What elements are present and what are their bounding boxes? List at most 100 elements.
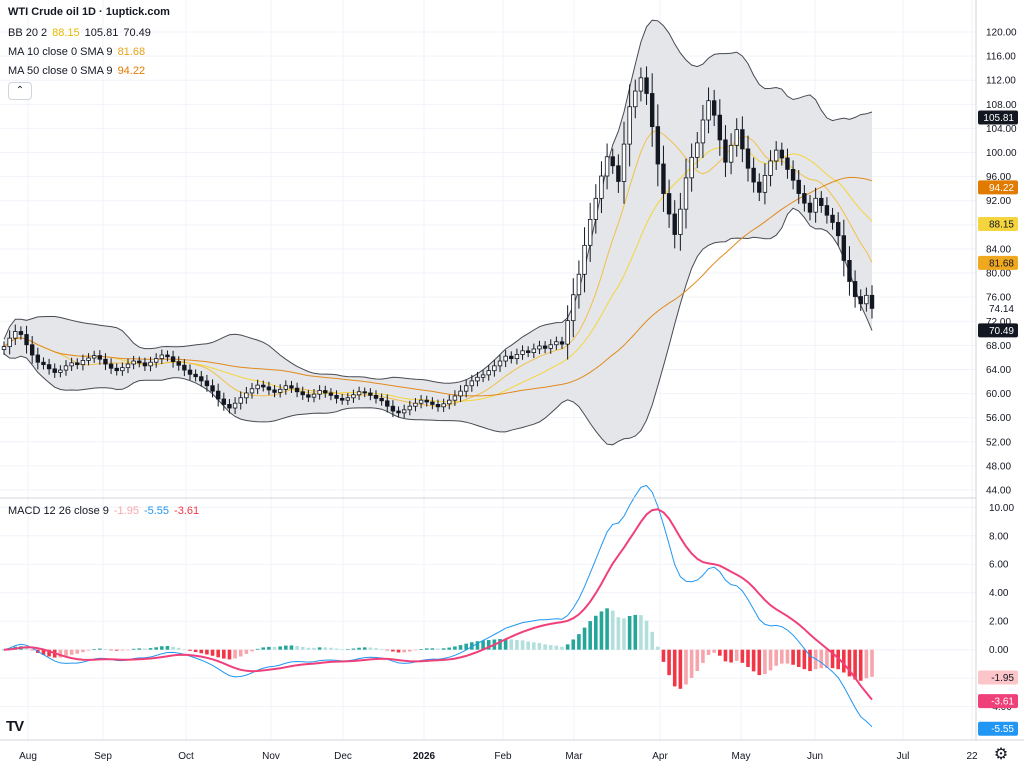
candle[interactable]: [486, 364, 491, 381]
candle[interactable]: [63, 360, 69, 376]
candle[interactable]: [435, 399, 441, 412]
candle[interactable]: [317, 385, 322, 400]
candle[interactable]: [452, 390, 458, 406]
candle[interactable]: [339, 393, 345, 405]
candle[interactable]: [649, 73, 655, 147]
candle[interactable]: [616, 154, 621, 193]
candle[interactable]: [35, 347, 41, 370]
candle[interactable]: [627, 84, 632, 167]
candle[interactable]: [356, 386, 362, 400]
candle[interactable]: [187, 364, 193, 381]
candle[interactable]: [723, 125, 728, 177]
candle[interactable]: [232, 397, 238, 415]
candle[interactable]: [475, 371, 480, 387]
candle[interactable]: [734, 118, 739, 157]
candle[interactable]: [351, 389, 356, 403]
candle[interactable]: [830, 207, 835, 230]
candle[interactable]: [204, 374, 210, 392]
candle[interactable]: [666, 179, 672, 228]
candle[interactable]: [633, 79, 638, 119]
candle[interactable]: [165, 350, 170, 362]
candle[interactable]: [334, 390, 339, 404]
candle[interactable]: [215, 383, 221, 407]
candle[interactable]: [514, 348, 520, 365]
candle[interactable]: [159, 349, 165, 365]
candle[interactable]: [751, 157, 756, 193]
candle[interactable]: [13, 324, 18, 346]
candle[interactable]: [762, 163, 768, 205]
candle[interactable]: [492, 359, 497, 377]
candle[interactable]: [29, 336, 35, 364]
candle[interactable]: [255, 379, 260, 395]
macd-legend[interactable]: MACD 12 26 close 9 -1.95 -5.55 -3.61: [8, 505, 199, 517]
candle[interactable]: [368, 388, 373, 401]
candle[interactable]: [69, 357, 74, 371]
candle[interactable]: [604, 143, 610, 190]
candle[interactable]: [249, 383, 255, 399]
candle[interactable]: [689, 143, 694, 192]
candle[interactable]: [266, 381, 272, 396]
candle[interactable]: [745, 135, 751, 182]
ma50-legend[interactable]: MA 50 close 0 SMA 9 94.22: [8, 65, 145, 77]
candle[interactable]: [779, 142, 785, 166]
time-axis[interactable]: Aug Sep Oct Nov Dec 2026 Feb Mar Apr May Jun Jul 22: [19, 751, 978, 762]
candle[interactable]: [695, 132, 700, 169]
candle[interactable]: [91, 350, 97, 363]
candle[interactable]: [193, 369, 198, 382]
candle[interactable]: [678, 192, 683, 251]
candle[interactable]: [638, 67, 644, 102]
candle[interactable]: [802, 185, 807, 212]
candle[interactable]: [424, 395, 429, 407]
candle[interactable]: [103, 353, 108, 371]
candle[interactable]: [683, 158, 689, 229]
candle[interactable]: [706, 87, 711, 134]
candle[interactable]: [537, 340, 542, 355]
candle[interactable]: [740, 116, 745, 163]
candle[interactable]: [858, 289, 863, 312]
candle[interactable]: [711, 89, 717, 127]
candle[interactable]: [824, 197, 830, 224]
candle[interactable]: [796, 170, 801, 204]
candle[interactable]: [261, 380, 266, 392]
candle[interactable]: [599, 161, 604, 214]
candle[interactable]: [728, 133, 734, 175]
candle[interactable]: [46, 358, 52, 375]
candle[interactable]: [244, 386, 249, 404]
candle[interactable]: [52, 363, 57, 378]
candle[interactable]: [819, 191, 824, 213]
candle[interactable]: [548, 339, 553, 354]
candle[interactable]: [283, 380, 289, 395]
candle[interactable]: [700, 104, 706, 158]
candle[interactable]: [757, 173, 762, 202]
candle[interactable]: [385, 394, 390, 413]
candle[interactable]: [379, 393, 384, 406]
candle[interactable]: [503, 350, 508, 368]
candle[interactable]: [221, 392, 227, 411]
candle[interactable]: [176, 356, 181, 371]
candle[interactable]: [41, 357, 46, 370]
candle[interactable]: [463, 379, 469, 398]
candle[interactable]: [773, 141, 779, 171]
candle[interactable]: [576, 260, 582, 309]
candle[interactable]: [18, 326, 24, 340]
candle[interactable]: [114, 363, 119, 376]
candle[interactable]: [587, 202, 593, 262]
candle[interactable]: [306, 389, 311, 402]
candle[interactable]: [86, 353, 91, 366]
candle[interactable]: [790, 160, 796, 190]
candle[interactable]: [847, 246, 852, 296]
candle[interactable]: [210, 379, 215, 398]
candle[interactable]: [447, 394, 452, 410]
candle[interactable]: [610, 148, 615, 174]
candle[interactable]: [458, 385, 463, 402]
candle[interactable]: [717, 99, 723, 156]
bb-legend[interactable]: BB 20 2 88.15 105.81 70.49: [8, 27, 151, 39]
candle[interactable]: [520, 345, 525, 360]
candle[interactable]: [835, 212, 841, 246]
candle[interactable]: [7, 330, 12, 355]
candle[interactable]: [108, 358, 114, 374]
candle[interactable]: [170, 350, 176, 368]
candle[interactable]: [311, 389, 317, 403]
candle[interactable]: [401, 404, 407, 418]
candle[interactable]: [655, 104, 661, 187]
